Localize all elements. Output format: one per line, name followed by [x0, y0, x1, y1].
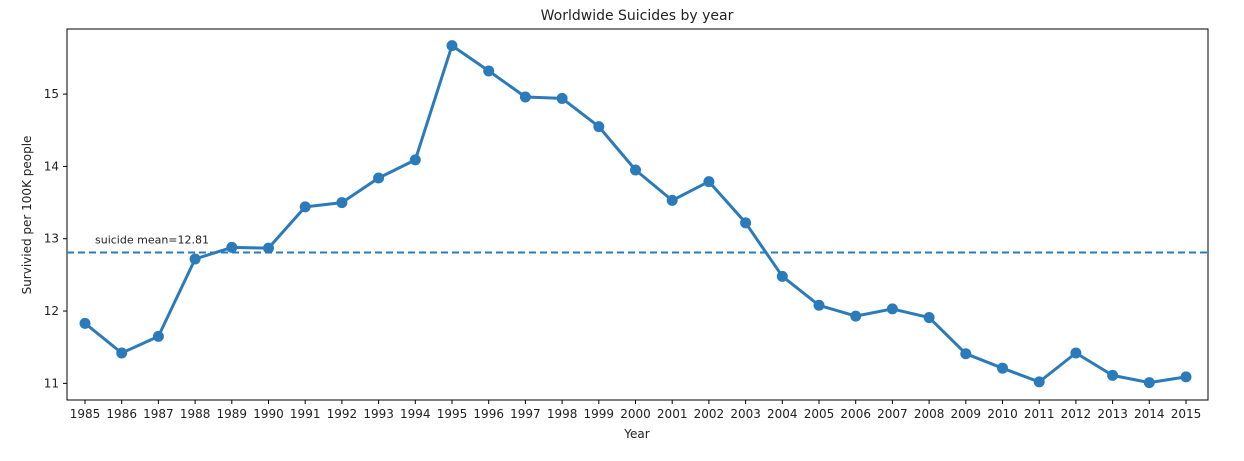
x-tick-label: 2007 [877, 407, 908, 421]
data-point [483, 65, 495, 77]
data-point [630, 164, 641, 176]
x-tick-label: 2003 [730, 407, 761, 421]
data-point [850, 310, 862, 322]
data-point [519, 91, 531, 103]
y-tick-label: 14 [44, 159, 59, 173]
y-tick-label: 11 [44, 376, 59, 390]
x-tick-label: 2015 [1171, 407, 1202, 421]
x-tick-label: 1999 [584, 407, 615, 421]
x-tick-label: 2009 [951, 407, 982, 421]
data-point [152, 330, 164, 342]
data-point [776, 270, 788, 282]
x-tick-label: 1985 [70, 407, 101, 421]
data-point [740, 217, 752, 229]
series-suicides [79, 40, 1192, 389]
x-tick-label: 2002 [694, 407, 725, 421]
x-tick-label: 2006 [840, 407, 871, 421]
x-tick-label: 2014 [1134, 407, 1165, 421]
data-point [1107, 369, 1119, 381]
data-point [299, 201, 311, 213]
y-axis-label: Survivied per 100K people [20, 136, 34, 295]
x-tick-label: 2010 [987, 407, 1018, 421]
y-tick-label: 12 [44, 304, 59, 318]
x-tick-label: 2013 [1097, 407, 1128, 421]
y-axis: 11 12 13 14 15 [44, 87, 67, 390]
data-point [1180, 371, 1192, 383]
data-point [556, 92, 568, 104]
data-point [226, 241, 238, 253]
y-tick-label: 13 [44, 232, 59, 246]
data-point [703, 176, 715, 188]
chart-title: Worldwide Suicides by year [541, 8, 734, 24]
data-point [666, 194, 678, 206]
data-point [189, 253, 201, 265]
x-tick-label: 1986 [106, 407, 137, 421]
x-tick-label: 1993 [363, 407, 394, 421]
data-point [960, 348, 972, 360]
x-tick-label: 2005 [804, 407, 835, 421]
data-point [373, 172, 385, 184]
data-point [593, 121, 605, 133]
x-axis-label: Year [623, 427, 649, 441]
x-tick-label: 2008 [914, 407, 945, 421]
data-point [1143, 377, 1155, 389]
plot-area [66, 28, 1209, 401]
y-tick-label: 15 [44, 87, 59, 101]
x-tick-label: 2011 [1024, 407, 1055, 421]
x-tick-label: 1995 [437, 407, 468, 421]
x-tick-label: 1996 [473, 407, 504, 421]
x-tick-label: 1992 [327, 407, 358, 421]
x-tick-label: 1998 [547, 407, 578, 421]
data-point [336, 197, 348, 209]
x-tick-label: 1991 [290, 407, 321, 421]
x-tick-label: 1990 [253, 407, 284, 421]
data-point [1070, 347, 1082, 359]
data-point [923, 312, 935, 324]
data-point [813, 299, 825, 311]
x-tick-label: 2012 [1061, 407, 1092, 421]
data-point [263, 242, 274, 254]
data-point [409, 154, 421, 166]
mean-reference-line: suicide mean=12.81 [67, 233, 1208, 254]
x-tick-label: 1997 [510, 407, 541, 421]
data-point [997, 362, 1008, 374]
x-tick-label: 2000 [620, 407, 651, 421]
data-point [79, 317, 91, 329]
data-point [886, 303, 898, 315]
x-tick-label: 2001 [657, 407, 688, 421]
mean-annotation: suicide mean=12.81 [95, 233, 209, 246]
x-tick-label: 2004 [767, 407, 798, 421]
x-tick-label: 1987 [143, 407, 174, 421]
x-axis: 1985 1986 1987 1988 1989 1990 1991 1992 1993 1994… [70, 400, 1202, 421]
x-tick-label: 1988 [180, 407, 211, 421]
data-point [116, 347, 128, 359]
data-point [1033, 376, 1045, 388]
data-point [446, 40, 458, 52]
x-tick-label: 1989 [217, 407, 248, 421]
x-tick-label: 1994 [400, 407, 431, 421]
series-line [84, 44, 1187, 385]
